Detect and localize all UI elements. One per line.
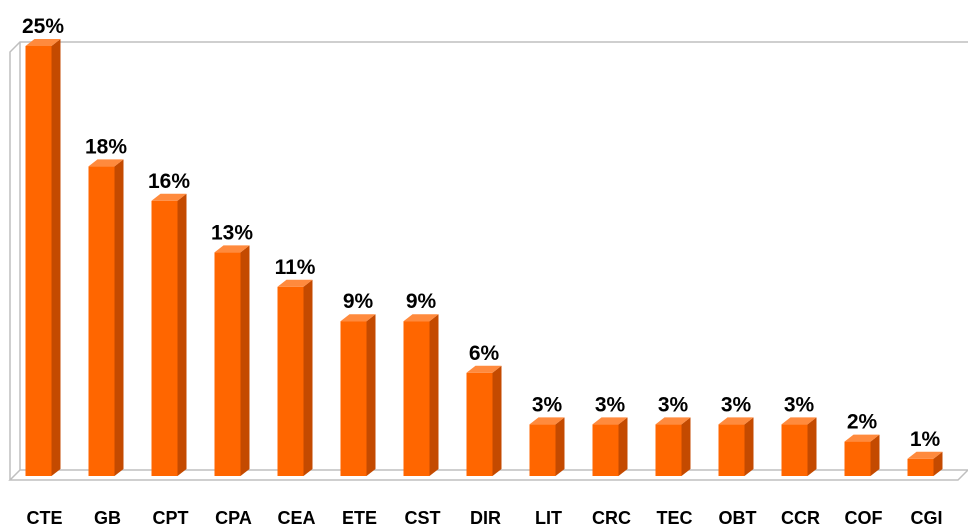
bar-top bbox=[88, 159, 124, 167]
bar-side bbox=[807, 417, 817, 476]
value-label: 18% bbox=[85, 135, 127, 158]
floor bbox=[8, 469, 968, 481]
x-tick-label: CEA bbox=[277, 508, 315, 528]
value-label: 3% bbox=[532, 393, 563, 416]
bar bbox=[466, 372, 493, 476]
bar-side bbox=[429, 314, 439, 476]
bar-side bbox=[744, 417, 754, 476]
bar bbox=[529, 424, 556, 476]
bar bbox=[340, 321, 367, 476]
bar-top bbox=[718, 417, 754, 425]
x-tick-label: CPA bbox=[215, 508, 252, 528]
bar-side bbox=[240, 245, 250, 476]
bar-top bbox=[655, 417, 691, 425]
bar bbox=[907, 458, 934, 476]
value-label: 16% bbox=[148, 170, 190, 193]
bar bbox=[25, 46, 52, 476]
bar bbox=[214, 252, 241, 476]
bar-side bbox=[933, 451, 943, 476]
bar-top bbox=[907, 451, 943, 459]
bar-side bbox=[51, 39, 61, 476]
chart-frame bbox=[8, 41, 968, 481]
bar bbox=[88, 166, 115, 476]
back-wall bbox=[9, 41, 968, 480]
bar-top bbox=[277, 279, 313, 287]
bar-top bbox=[403, 314, 439, 322]
x-tick-label: CGI bbox=[910, 508, 942, 528]
x-tick-label: OBT bbox=[719, 508, 757, 528]
x-tick-label: CCR bbox=[781, 508, 820, 528]
bar-side bbox=[681, 417, 691, 476]
bar-top bbox=[214, 245, 250, 253]
bar-side bbox=[366, 314, 376, 476]
value-label: 3% bbox=[721, 393, 752, 416]
bar bbox=[844, 441, 871, 476]
bar-top bbox=[781, 417, 817, 425]
bar-top bbox=[844, 434, 880, 442]
bar-side bbox=[303, 279, 313, 476]
x-tick-label: COF bbox=[845, 508, 883, 528]
bar-top bbox=[340, 314, 376, 322]
value-label: 1% bbox=[910, 428, 941, 451]
bar bbox=[781, 424, 808, 476]
bar-side bbox=[618, 417, 628, 476]
value-label: 9% bbox=[406, 290, 437, 313]
bar bbox=[403, 321, 430, 476]
bar-side bbox=[114, 159, 124, 476]
x-tick-label: GB bbox=[94, 508, 121, 528]
bar-top bbox=[466, 365, 502, 373]
x-tick-label: CTE bbox=[27, 508, 63, 528]
bar-top bbox=[151, 193, 187, 201]
value-label: 2% bbox=[847, 411, 878, 434]
value-label: 6% bbox=[469, 342, 500, 365]
bar-side bbox=[870, 434, 880, 476]
bar bbox=[718, 424, 745, 476]
bar-side bbox=[177, 193, 187, 477]
value-label: 13% bbox=[211, 221, 253, 244]
value-label: 3% bbox=[784, 393, 815, 416]
value-label: 3% bbox=[595, 393, 626, 416]
x-tick-label: TEC bbox=[657, 508, 693, 528]
x-tick-label: ETE bbox=[342, 508, 377, 528]
bar-top bbox=[529, 417, 565, 425]
bar bbox=[151, 200, 178, 477]
x-tick-label: DIR bbox=[470, 508, 501, 528]
value-label: 3% bbox=[658, 393, 689, 416]
bar-top bbox=[592, 417, 628, 425]
bar-side bbox=[555, 417, 565, 476]
bar-top bbox=[25, 39, 61, 46]
x-tick-label: LIT bbox=[535, 508, 562, 528]
bar bbox=[655, 424, 682, 476]
x-tick-label: CPT bbox=[153, 508, 189, 528]
bar-side bbox=[492, 365, 502, 476]
value-label: 25% bbox=[22, 15, 64, 38]
bar bbox=[592, 424, 619, 476]
x-tick-label: CST bbox=[405, 508, 441, 528]
value-label: 11% bbox=[275, 256, 316, 279]
value-label: 9% bbox=[343, 290, 374, 313]
bar bbox=[277, 286, 304, 476]
x-tick-label: CRC bbox=[592, 508, 631, 528]
